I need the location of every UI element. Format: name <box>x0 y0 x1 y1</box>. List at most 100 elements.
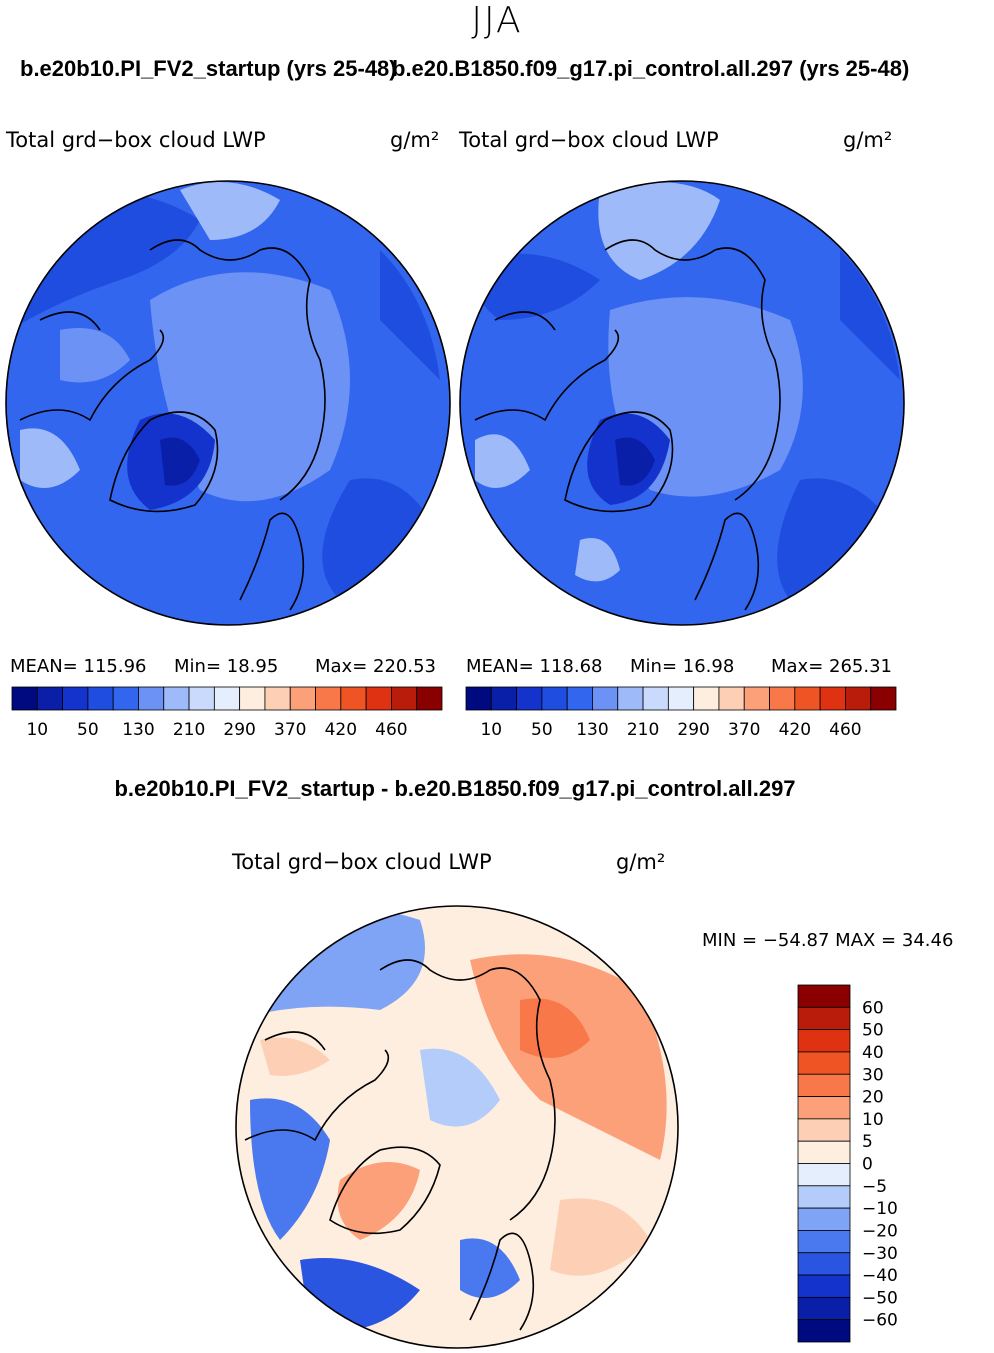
colorbar-swatch <box>797 1185 851 1209</box>
difference-map <box>235 905 679 1349</box>
colorbar-tick-label: −50 <box>862 1288 898 1308</box>
colorbar-swatch <box>797 1296 851 1321</box>
difference-title: b.e20b10.PI_FV2_startup - b.e20.B1850.f0… <box>114 776 796 801</box>
colorbar-swatch <box>819 686 846 711</box>
colorbar-tick-label: 20 <box>862 1088 884 1108</box>
colorbar-swatch <box>592 686 619 711</box>
colorbar-swatch <box>797 1319 851 1343</box>
colorbar-tick-label: −60 <box>862 1311 898 1331</box>
diff-variable-label: Total grd−box cloud LWP <box>232 850 492 874</box>
colorbar-swatch <box>797 1207 851 1231</box>
colorbar-swatch <box>797 1252 851 1276</box>
colorbar-swatch <box>391 686 418 711</box>
colorbar-swatch <box>642 686 669 711</box>
case1-title: b.e20b10.PI_FV2_startup (yrs 25-48) <box>20 56 397 81</box>
colorbar-tick-label: −20 <box>862 1221 898 1241</box>
left-colorbar: 10 50 130 210 290 370 420 460 <box>11 686 443 740</box>
colorbar-tick-label: 40 <box>862 1043 884 1063</box>
colorbar-tick-label: −10 <box>862 1199 898 1219</box>
colorbar-swatch <box>566 686 593 711</box>
colorbar-swatch <box>797 1140 851 1164</box>
colorbar-swatch <box>870 686 897 711</box>
left-min-stat: Min= 18.95 <box>174 656 279 677</box>
colorbar-swatch <box>188 686 215 711</box>
left-max-stat: Max= 220.53 <box>315 656 436 677</box>
colorbar-swatch <box>845 686 872 711</box>
left-map <box>5 180 451 626</box>
colorbar-swatch <box>718 686 745 711</box>
colorbar-tick-label: 130 <box>576 720 608 740</box>
diff-minmax-stat: MIN = −54.87 MAX = 34.46 <box>702 930 954 951</box>
colorbar-swatch <box>797 1274 851 1298</box>
colorbar-swatch <box>797 1006 851 1031</box>
colorbar-tick-label: 370 <box>728 720 760 740</box>
colorbar-tick-label: 10 <box>480 720 502 740</box>
colorbar-tick-label: 10 <box>26 720 48 740</box>
left-units-label: g/m² <box>390 128 440 152</box>
colorbar-swatch <box>87 686 114 711</box>
right-map <box>459 180 905 626</box>
colorbar-swatch <box>667 686 695 711</box>
colorbar-swatch <box>239 686 266 711</box>
colorbar-swatch <box>416 686 443 711</box>
colorbar-swatch <box>340 686 367 711</box>
colorbar-tick-label: −40 <box>862 1266 898 1286</box>
colorbar-tick-label: 130 <box>122 720 154 740</box>
right-max-stat: Max= 265.31 <box>771 656 892 677</box>
right-colorbar: 10 50 130 210 290 370 420 460 <box>465 686 897 740</box>
colorbar-swatch <box>465 686 492 711</box>
colorbar-swatch <box>112 686 139 711</box>
colorbar-swatch <box>289 686 316 711</box>
colorbar-swatch <box>617 686 644 711</box>
colorbar-tick-label: 460 <box>375 720 407 740</box>
colorbar-swatch <box>213 686 241 711</box>
colorbar-tick-label: −5 <box>862 1177 887 1197</box>
colorbar-swatch <box>516 686 543 711</box>
colorbar-swatch <box>138 686 165 711</box>
colorbar-swatch <box>490 686 517 711</box>
colorbar-swatch <box>11 686 38 711</box>
colorbar-swatch <box>36 686 63 711</box>
colorbar-swatch <box>797 1163 851 1187</box>
colorbar-tick-label: 370 <box>274 720 306 740</box>
right-mean-stat: MEAN= 118.68 <box>466 656 603 677</box>
right-variable-label: Total grd−box cloud LWP <box>459 128 719 152</box>
colorbar-swatch <box>769 686 796 711</box>
colorbar-tick-label: 420 <box>325 720 357 740</box>
colorbar-tick-label: 30 <box>862 1065 884 1085</box>
colorbar-swatch <box>264 686 291 711</box>
colorbar-swatch <box>743 686 770 711</box>
colorbar-swatch <box>365 686 392 711</box>
colorbar-tick-label: −30 <box>862 1244 898 1264</box>
colorbar-tick-label: 50 <box>862 1021 884 1041</box>
season-title: JJA <box>471 0 523 41</box>
colorbar-swatch <box>541 686 568 711</box>
colorbar-tick-label: 10 <box>862 1110 884 1130</box>
colorbar-tick-label: 420 <box>779 720 811 740</box>
colorbar-tick-label: 290 <box>677 720 709 740</box>
right-units-label: g/m² <box>843 128 893 152</box>
left-mean-stat: MEAN= 115.96 <box>10 656 147 677</box>
colorbar-swatch <box>797 984 851 1008</box>
left-variable-label: Total grd−box cloud LWP <box>6 128 266 152</box>
right-min-stat: Min= 16.98 <box>630 656 735 677</box>
colorbar-tick-label: 5 <box>862 1132 873 1152</box>
colorbar-swatch <box>797 1230 851 1254</box>
colorbar-swatch <box>797 1051 851 1075</box>
colorbar-swatch <box>797 1029 851 1053</box>
colorbar-swatch <box>797 1118 851 1142</box>
colorbar-tick-label: 50 <box>531 720 553 740</box>
colorbar-tick-label: 0 <box>862 1155 873 1175</box>
colorbar-swatch <box>693 686 720 711</box>
colorbar-tick-label: 290 <box>223 720 255 740</box>
colorbar-tick-label: 60 <box>862 998 884 1018</box>
colorbar-swatch <box>62 686 89 711</box>
colorbar-swatch <box>315 686 342 711</box>
colorbar-tick-label: 460 <box>829 720 861 740</box>
colorbar-tick-label: 210 <box>627 720 659 740</box>
colorbar-swatch <box>794 686 821 711</box>
case2-title: b.e20.B1850.f09_g17.pi_control.all.297 (… <box>392 56 910 81</box>
colorbar-swatch <box>163 686 190 711</box>
